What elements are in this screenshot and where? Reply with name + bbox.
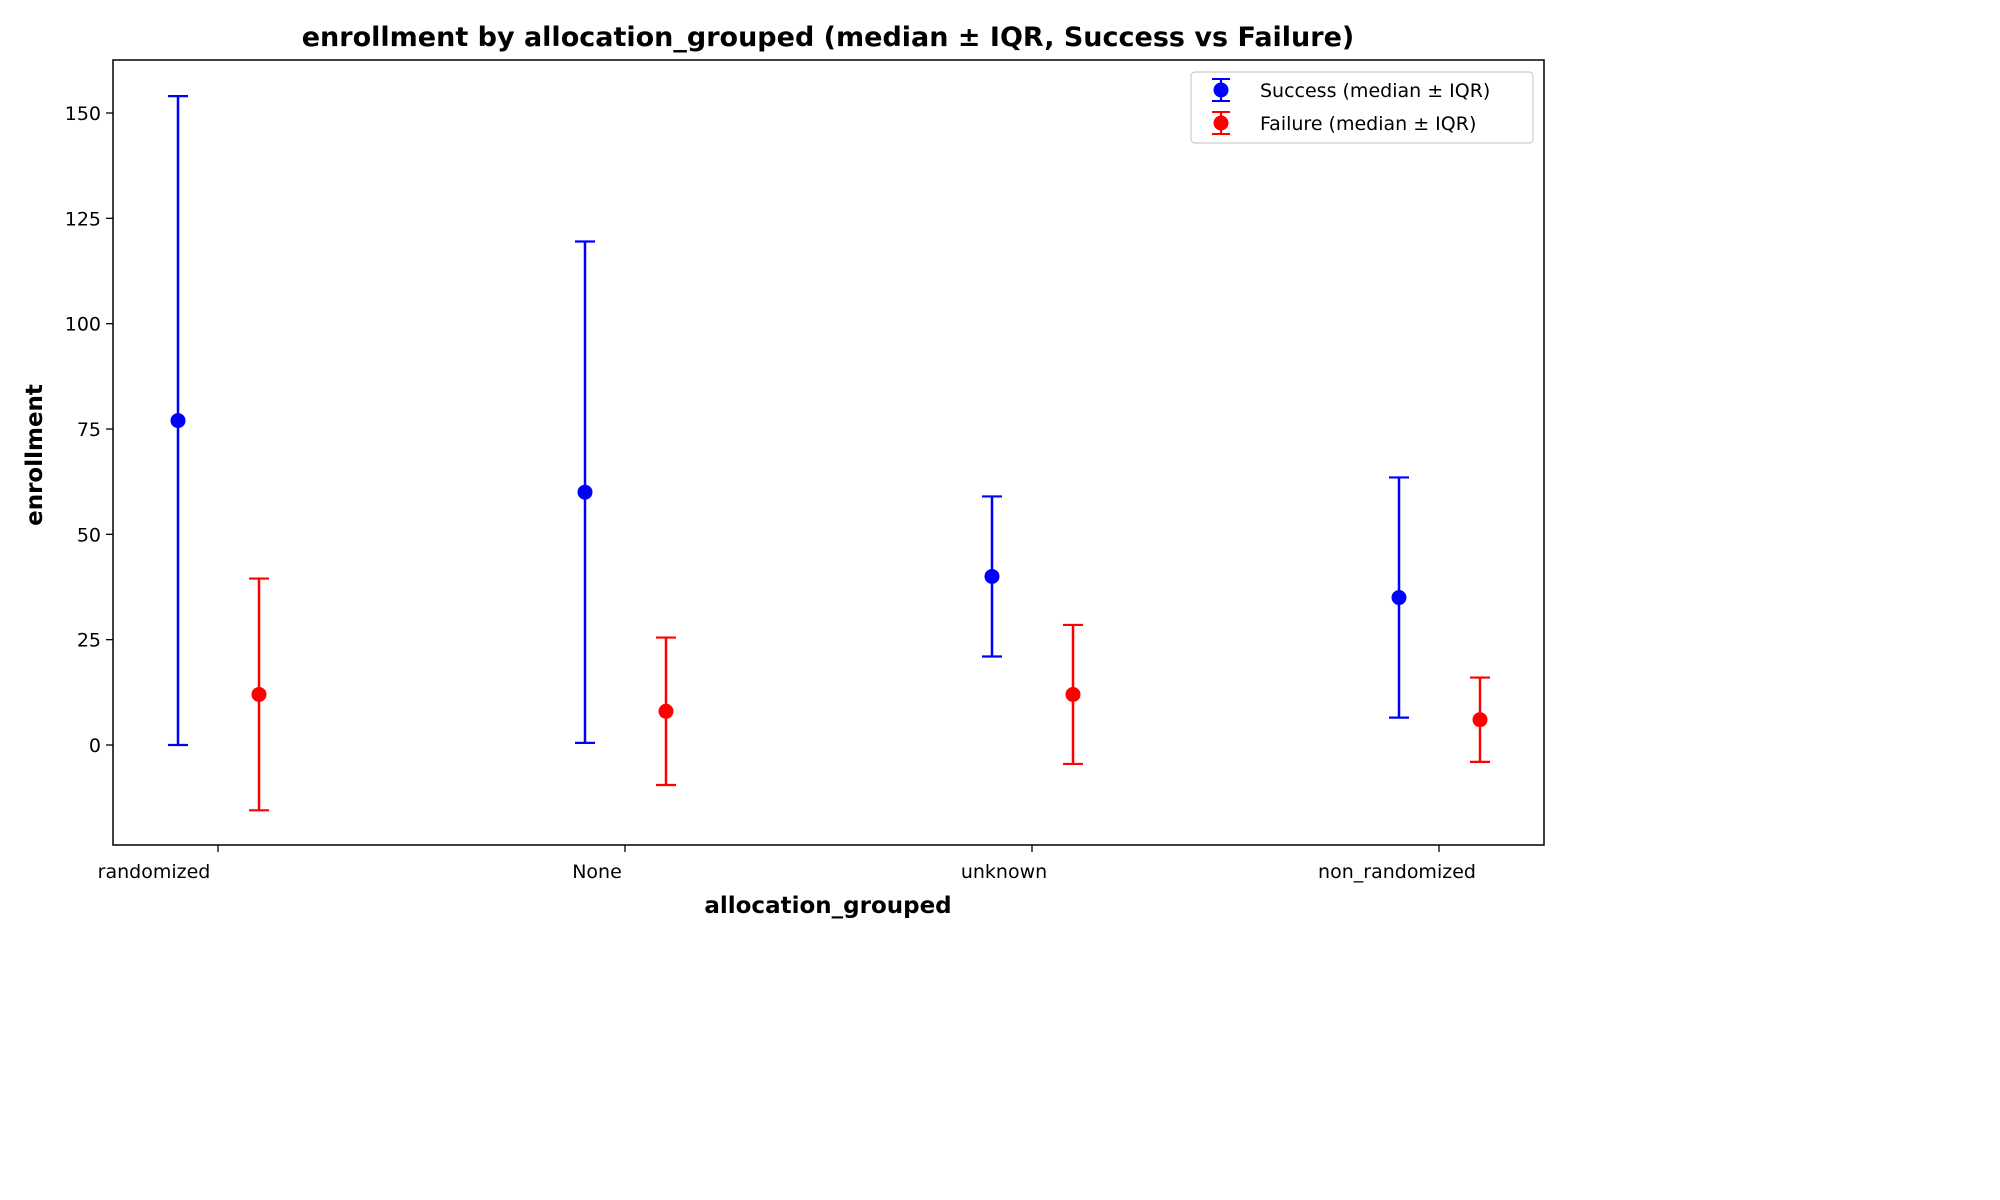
y-tick-label: 25 <box>77 630 101 652</box>
chart: enrollment by allocation_grouped (median… <box>22 22 1545 919</box>
y-tick-label: 50 <box>77 524 101 546</box>
y-tick-label: 125 <box>65 208 101 230</box>
median-point <box>1065 686 1081 702</box>
median-point <box>658 703 674 719</box>
legend-marker <box>1213 115 1229 131</box>
legend-label: Failure (median ± IQR) <box>1260 113 1476 135</box>
y-tick-label: 150 <box>65 103 101 125</box>
legend: Success (median ± IQR) Failure (median ± … <box>1190 71 1534 144</box>
legend-marker <box>1213 82 1229 98</box>
x-tick-label: unknown <box>961 861 1047 883</box>
chart-title: enrollment by allocation_grouped (median… <box>302 22 1355 53</box>
x-axis-label: allocation_grouped <box>704 893 951 919</box>
median-point <box>1472 712 1488 728</box>
median-point <box>984 568 1000 584</box>
median-point <box>170 413 186 429</box>
x-tick-label: randomized <box>98 861 211 883</box>
legend-label: Success (median ± IQR) <box>1260 80 1490 102</box>
legend-box <box>1190 71 1534 144</box>
y-tick-label: 100 <box>65 314 101 336</box>
median-point <box>251 686 267 702</box>
y-tick-label: 0 <box>89 735 101 757</box>
median-point <box>1391 590 1407 606</box>
y-tick-label: 75 <box>77 419 101 441</box>
plot-frame <box>112 59 1545 846</box>
x-tick-label: non_randomized <box>1318 861 1476 883</box>
median-point <box>577 484 593 500</box>
y-axis-label: enrollment <box>22 384 48 526</box>
x-tick-label: None <box>572 861 622 883</box>
